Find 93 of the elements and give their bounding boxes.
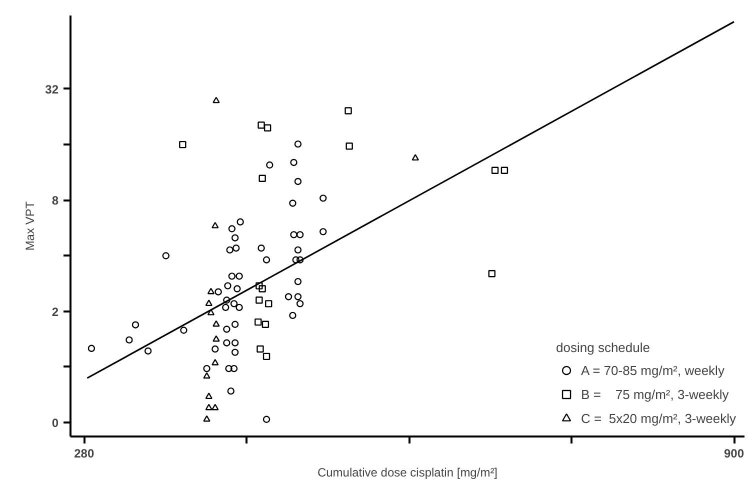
point [284,293,292,300]
point [225,364,232,372]
point [132,321,140,328]
point [488,270,496,278]
x-tick-label: 900 [724,446,744,460]
point [230,300,238,308]
point [230,364,238,372]
point [223,296,230,304]
point [207,288,215,294]
y-tick-label: 0 [52,416,59,430]
point [212,335,220,342]
point [258,121,265,129]
point [236,272,243,280]
point [228,272,236,280]
point [232,244,240,252]
point [162,252,170,260]
point [207,308,215,316]
y-tick-label: 8 [52,194,59,208]
point [227,387,234,395]
point [344,107,352,114]
point [294,293,302,300]
point [262,416,270,423]
point [294,246,302,254]
y-tick-label: 32 [45,82,59,96]
point [144,347,152,355]
point [258,174,266,182]
point [223,326,230,333]
point [228,225,236,232]
point [212,222,219,228]
y-tick-label: 2 [52,304,59,319]
point [264,124,272,132]
point [262,352,270,360]
point [236,304,243,312]
point [296,231,304,238]
point [320,194,327,202]
point [236,218,244,226]
point [256,296,263,304]
point [289,200,296,207]
point [212,404,219,410]
point [491,166,499,174]
point [292,256,300,264]
point [256,282,263,290]
point [231,234,239,242]
point [412,154,419,161]
point [212,358,219,366]
point [290,158,298,166]
point [256,345,264,353]
point [262,320,270,328]
point [294,140,302,148]
point [258,285,266,292]
point [290,231,298,238]
point [500,166,508,174]
point [296,300,304,308]
point [346,142,353,150]
point [231,348,239,356]
point [231,320,239,328]
point [294,278,302,286]
point [88,344,96,352]
x-tick-label: 280 [74,446,94,460]
point [179,140,186,148]
point [212,345,219,353]
point [226,246,234,254]
point [294,178,302,186]
legend-label: B = 75 mg/m², 3-weekly [581,386,729,402]
point [266,161,274,169]
point [254,318,262,326]
point [205,300,212,306]
legend-label: C = 5x20 mg/m², 3-weekly [581,410,736,426]
y-axis-title: Max VPT [23,200,38,251]
point [224,282,232,290]
point [205,404,212,410]
point [212,96,220,104]
point [234,285,241,292]
point [203,364,210,372]
legend-label: A = 70-85 mg/m², weekly [581,362,724,378]
point [203,415,210,422]
point [223,339,230,346]
point [214,288,222,296]
point [180,326,188,334]
point [320,228,327,236]
point [222,304,230,312]
point [289,312,296,320]
point [258,244,265,252]
point [212,320,220,327]
x-axis-title: Cumulative dose cisplatin [mg/m²] [317,466,498,480]
point [262,256,270,264]
legend-title: dosing schedule [556,340,651,355]
point [205,392,212,400]
point [203,372,210,379]
point [231,339,239,346]
point [126,336,133,344]
point [296,256,304,264]
point [265,300,272,308]
